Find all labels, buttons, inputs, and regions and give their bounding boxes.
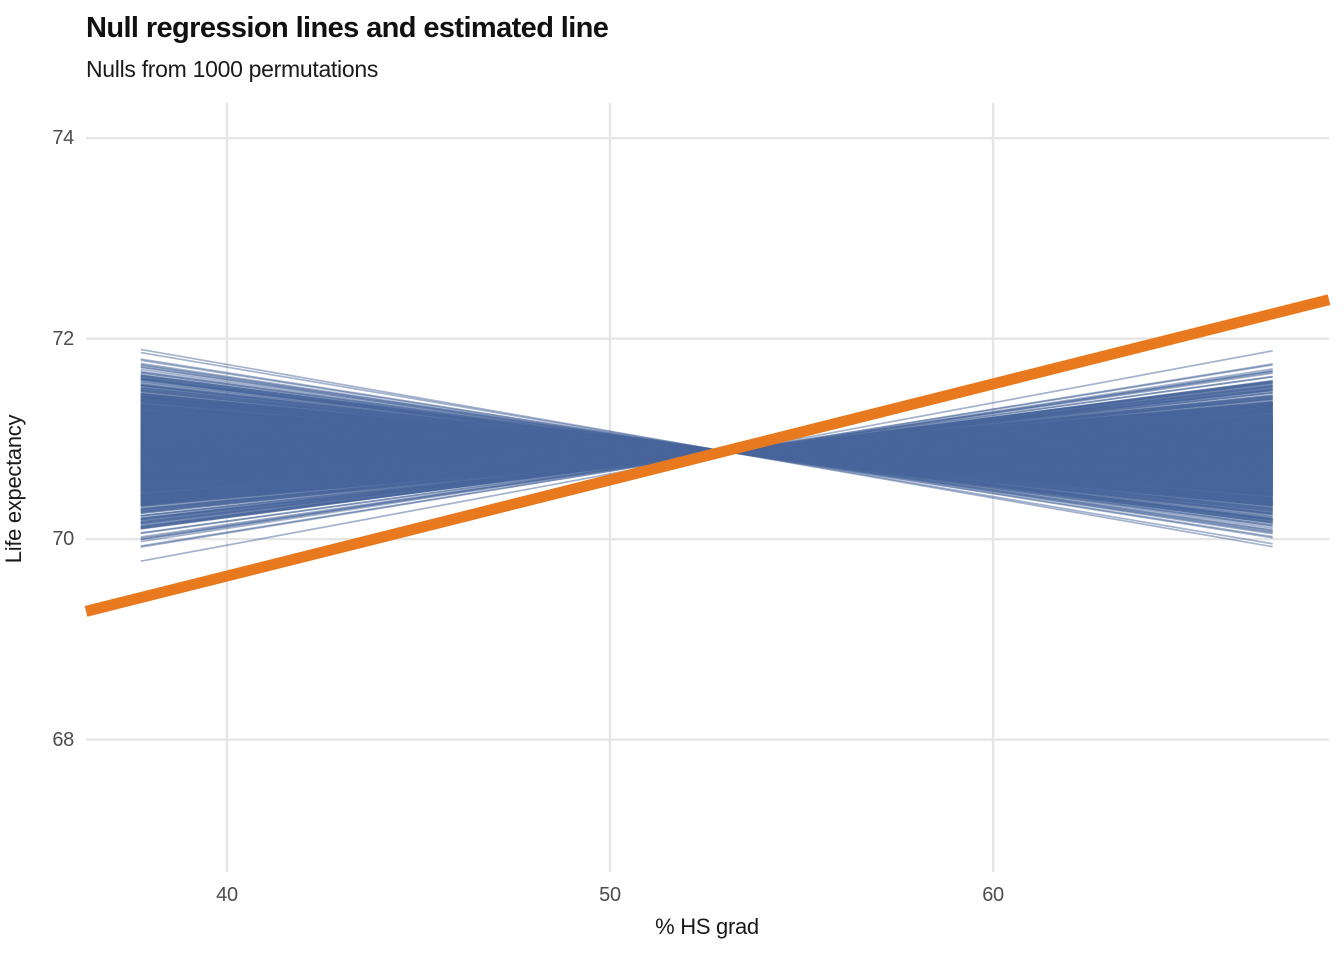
y-tick-label-72: 72 xyxy=(52,327,74,350)
y-axis-title: Life expectancy xyxy=(1,414,26,564)
x-tick-label-40: 40 xyxy=(216,884,238,906)
plot-subtitle: Nulls from 1000 permutations xyxy=(86,56,379,82)
y-tick-label-68: 68 xyxy=(52,728,74,751)
x-tick-label-60: 60 xyxy=(982,884,1004,906)
plot-title: Null regression lines and estimated line xyxy=(86,12,609,44)
null-lines-group xyxy=(140,348,1273,563)
x-axis-title: % HS grad xyxy=(655,914,759,939)
y-tick-label-74: 74 xyxy=(52,127,74,150)
estimated-line xyxy=(84,294,1331,617)
x-tick-label-50: 50 xyxy=(599,884,621,906)
y-tick-label-70: 70 xyxy=(52,528,74,551)
null-line xyxy=(140,366,1273,532)
